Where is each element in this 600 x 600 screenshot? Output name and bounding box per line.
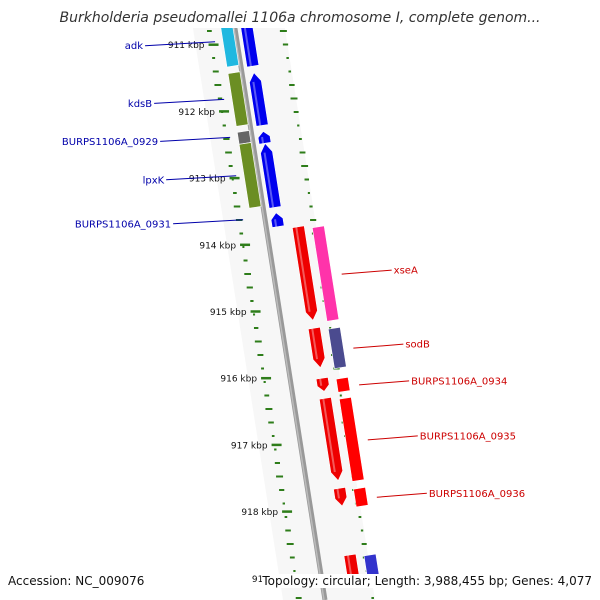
gene-arrow-shape[interactable] [318,396,344,482]
gene-arrow-shape[interactable] [291,225,319,321]
gene-label-leader [359,380,410,386]
cds-category-shape[interactable] [227,71,249,127]
gene-label[interactable]: kdsB [128,99,152,110]
gene-arrow[interactable] [259,142,282,209]
cds-category-bar[interactable] [215,0,231,19]
page-title: Burkholderia pseudomallei 1106a chromoso… [59,10,541,26]
cds-category-bar[interactable] [311,225,340,322]
kbp-tick-label: 918 kbp [241,508,278,518]
gene-arrow[interactable] [248,72,269,127]
gene-arrow-shape[interactable] [257,130,272,145]
kbp-tick-label: 917 kbp [231,441,268,451]
gene-label-leader [376,492,427,498]
gene-arrow[interactable] [291,225,319,321]
gene-arrow-highlight [263,152,275,208]
gene-arrow-shape[interactable] [259,142,282,209]
chromosome-backbone-highlight [233,28,325,600]
gene-arrow-shape[interactable] [239,16,260,68]
gene-arrow-shape[interactable] [333,486,348,507]
gene-arrow[interactable] [257,130,272,145]
gene-label[interactable]: BURPS1106A_0934 [411,376,507,387]
cds-category-bar[interactable] [236,130,252,145]
gene-arrow-highlight [295,226,311,312]
cds-category-shape[interactable] [335,376,351,393]
gene-label-leader [173,219,244,225]
cds-category-shape[interactable] [327,326,347,369]
cds-category-shape[interactable] [353,486,369,508]
gene-arrow[interactable] [333,486,348,507]
cds-category-bar[interactable] [338,396,365,482]
gene-arrow[interactable] [307,326,326,369]
kbp-tick-label: 912 kbp [178,108,215,118]
gene-arrow[interactable] [315,376,330,392]
gene-arrow-highlight [336,488,340,499]
gene-label[interactable]: xseA [394,266,418,277]
gene-arrow[interactable] [318,396,344,482]
gene-arrow-highlight [261,136,265,144]
gene-arrow-highlight [252,81,262,126]
gene-label-leader [353,343,404,349]
gene-arrow[interactable] [239,16,260,68]
gene-arrow-shape[interactable] [235,0,251,19]
gene-label[interactable]: adk [125,41,143,52]
gene-arrow-shape[interactable] [307,326,326,369]
gene-arrow-highlight [319,378,323,386]
chromosome-backbone [232,28,328,600]
gene-arrow[interactable] [270,212,285,228]
gene-label[interactable]: BURPS1106A_0929 [62,137,158,148]
cds-category-shape[interactable] [311,225,340,322]
cds-category-shape[interactable] [238,142,262,209]
cds-category-bar[interactable] [327,326,347,369]
gene-arrow-highlight [274,219,278,228]
cds-category-shape[interactable] [218,16,240,68]
accession-label: Accession: NC_009076 [8,574,145,588]
cds-category-bar[interactable] [218,16,240,68]
gene-arrow-highlight [240,0,245,18]
gene-arrow-highlight [346,555,353,577]
gene-label-leader [166,175,237,181]
gene-label-leader [341,269,392,275]
kbp-tick-label: 911 kbp [168,41,205,51]
gene-arrow-highlight [243,28,252,67]
topology-summary: Topology: circular; Length: 3,988,455 bp… [262,574,592,588]
kbp-tick-label: 916 kbp [220,375,257,385]
cds-category-bar[interactable] [335,376,351,393]
cds-category-bar[interactable] [238,142,262,209]
cds-category-shape[interactable] [338,396,365,482]
gene-arrow[interactable] [235,0,251,19]
gene-label[interactable]: sodB [405,340,430,351]
kbp-tick-label: 914 kbp [199,241,236,251]
cds-category-bar[interactable] [353,486,369,508]
gene-arrow-shape[interactable] [270,212,285,228]
track-band [192,28,375,600]
gene-label[interactable]: BURPS1106A_0936 [429,489,525,500]
gene-arrow-highlight [311,328,319,360]
cds-category-shape[interactable] [236,130,252,145]
gene-label[interactable]: BURPS1106A_0935 [420,431,516,442]
gene-label[interactable]: lpxK [143,175,165,186]
gene-label-leader [145,41,216,47]
gene-label-leader [154,98,225,104]
gene-label[interactable]: BURPS1106A_0931 [75,219,171,230]
cds-category-shape[interactable] [215,0,231,19]
gene-arrow-shape[interactable] [248,72,269,127]
cds-category-bar[interactable] [227,71,249,127]
gene-label-leader [367,435,418,441]
gene-arrow-highlight [322,398,336,473]
gene-label-leader [160,136,231,142]
kbp-tick-label: 913 kbp [189,175,226,185]
kbp-tick-label: 915 kbp [210,308,247,318]
gene-arrow-shape[interactable] [315,376,330,392]
